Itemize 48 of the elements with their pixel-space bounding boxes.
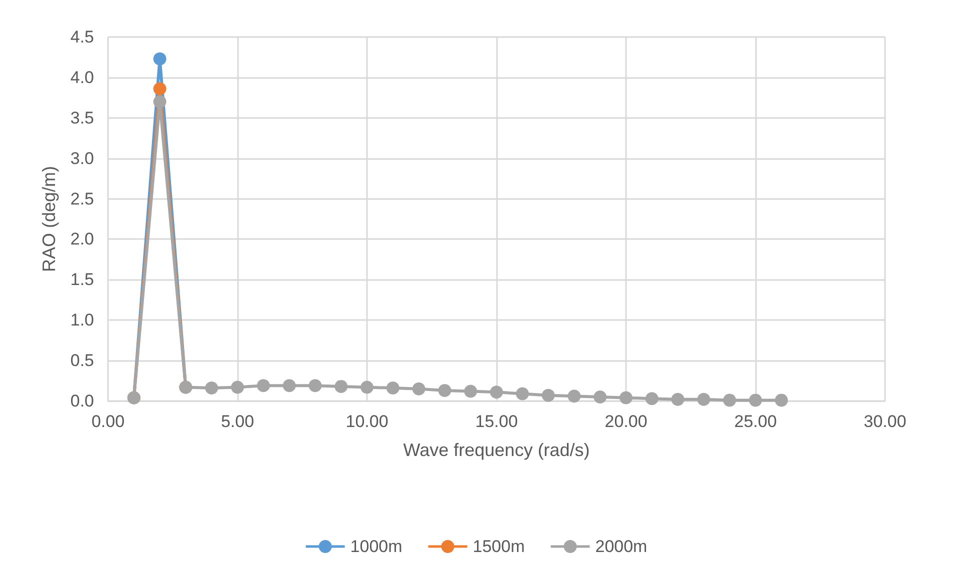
- point: [671, 392, 684, 406]
- point: [412, 382, 426, 396]
- y-axis-title: RAO (deg/m): [39, 166, 59, 272]
- y-tick-label: 1.0: [70, 310, 94, 330]
- x-tick-label: 20.00: [604, 412, 648, 431]
- y-tick-label: 4.5: [70, 28, 94, 46]
- legend-label: 1500m: [472, 537, 525, 556]
- x-tick-label: 30.00: [864, 412, 906, 431]
- y-tick-label: 0.0: [70, 392, 94, 410]
- point: [308, 379, 322, 392]
- x-tick-label: 10.00: [346, 412, 388, 431]
- point: [153, 95, 166, 108]
- point: [334, 380, 348, 393]
- point: [774, 394, 788, 407]
- point: [256, 379, 270, 392]
- point: [542, 388, 555, 402]
- point: [490, 386, 503, 399]
- y-tick-label: 3.5: [70, 108, 94, 128]
- x-axis-title: Wave frequency (rad/s): [403, 440, 590, 460]
- point: [386, 382, 400, 395]
- point: [360, 380, 374, 394]
- y-tick-label: 2.0: [70, 230, 94, 249]
- x-tick-label: 0.00: [91, 412, 125, 431]
- x-tick-label: 5.00: [220, 412, 254, 431]
- point: [697, 392, 710, 406]
- point: [464, 384, 478, 398]
- y-tick-label: 0.5: [70, 351, 94, 370]
- point: [645, 392, 658, 406]
- x-tick-label: 15.00: [475, 412, 518, 431]
- point: [749, 394, 762, 407]
- point: [438, 384, 452, 397]
- point: [620, 391, 632, 404]
- point: [594, 390, 607, 404]
- point: [516, 387, 529, 400]
- y-tick-label: 1.5: [70, 270, 94, 290]
- point: [205, 382, 218, 395]
- legend-label: 2000m: [595, 537, 648, 556]
- legend-label: 1000m: [350, 537, 402, 556]
- y-tick-label: 3.0: [70, 148, 94, 168]
- y-tick-label: 2.5: [70, 189, 94, 208]
- point: [231, 380, 244, 394]
- point: [723, 394, 736, 407]
- point: [153, 82, 166, 96]
- point: [568, 390, 581, 403]
- x-tick-label: 25.00: [734, 412, 777, 431]
- point: [282, 379, 296, 392]
- y-tick-label: 4.0: [70, 68, 94, 87]
- point: [153, 52, 166, 66]
